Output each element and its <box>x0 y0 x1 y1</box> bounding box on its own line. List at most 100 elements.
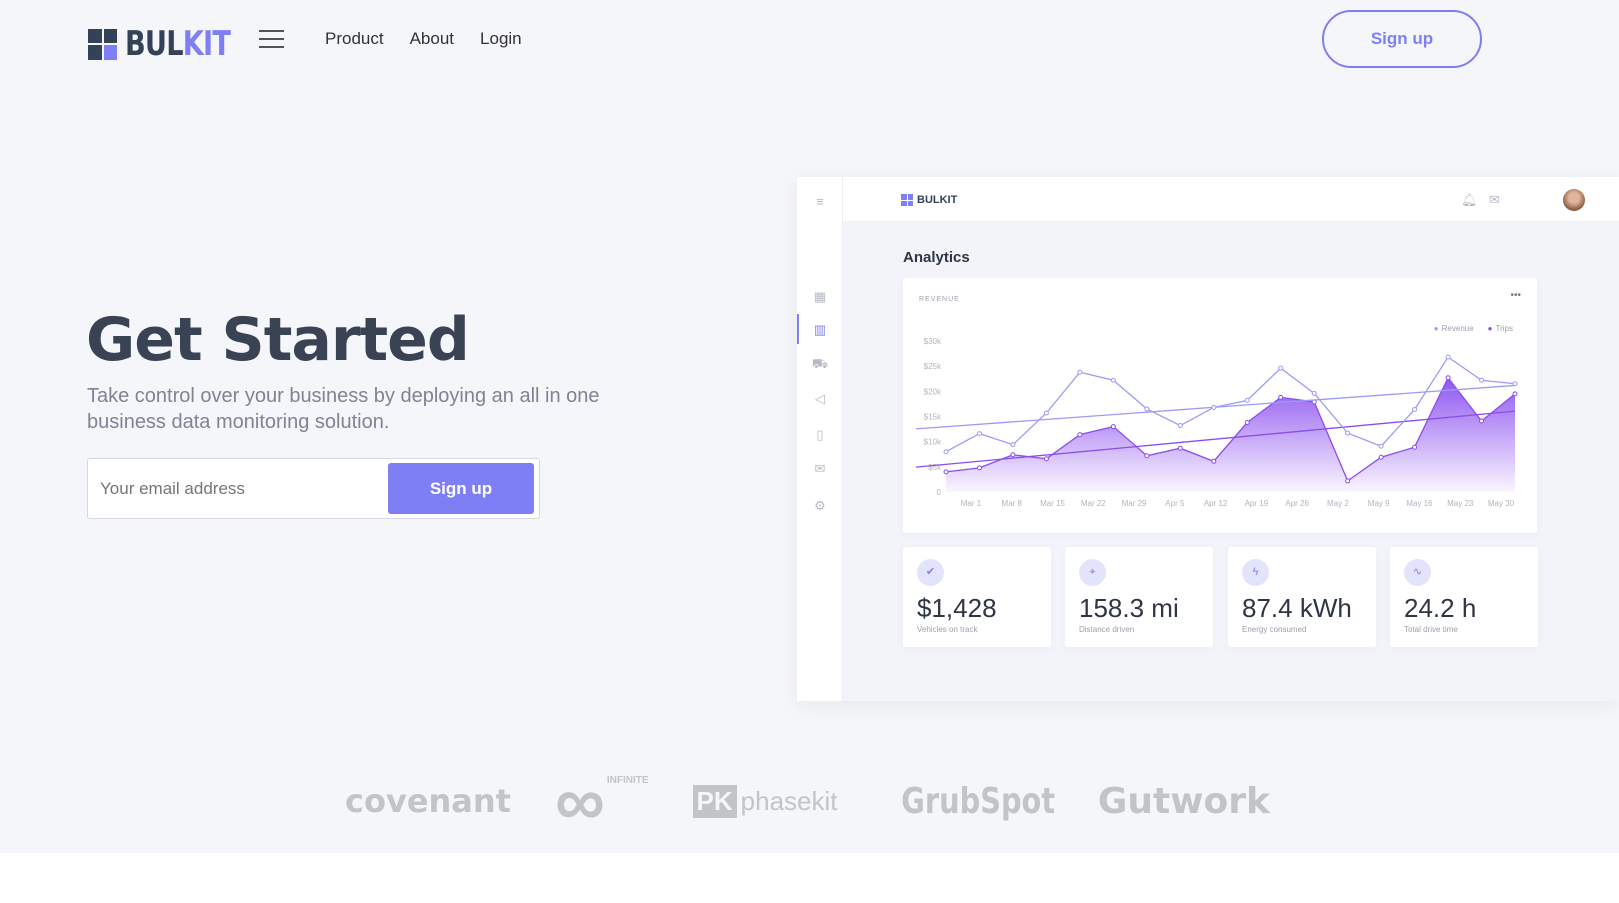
dashboard-logo: BULKIT <box>901 194 957 206</box>
nav-product[interactable]: Product <box>325 29 384 48</box>
x-tick-label: Mar 22 <box>1081 499 1106 508</box>
trips-line <box>945 376 1516 482</box>
trips-point <box>943 469 949 475</box>
revenue-point <box>1479 377 1485 383</box>
revenue-point <box>1378 443 1384 449</box>
x-tick-label: Mar 1 <box>961 499 982 508</box>
logo-mark-icon <box>88 28 117 60</box>
trips-point <box>1479 418 1485 424</box>
hero-signup-button[interactable]: Sign up <box>388 463 534 514</box>
hero-title: Get Started <box>86 305 470 375</box>
trips-point <box>1144 453 1150 459</box>
bar-chart-icon[interactable]: ▥ <box>813 322 827 337</box>
stat-label: Energy consumed <box>1242 625 1307 634</box>
legend-revenue: Revenue <box>1434 324 1474 333</box>
x-tick-label: Mar 8 <box>1002 499 1023 508</box>
mail-icon[interactable]: ✉ <box>1489 192 1500 207</box>
trips-point <box>1445 375 1451 381</box>
revenue-point <box>943 449 949 455</box>
trips-point <box>1110 424 1116 430</box>
x-tick-label: Apr 19 <box>1245 499 1269 508</box>
revenue-point <box>1345 430 1351 436</box>
signup-form: Sign up <box>87 458 540 519</box>
y-tick-label: $25k <box>924 362 942 371</box>
revenue-point <box>1311 390 1317 396</box>
gear-icon[interactable]: ⚙ <box>814 498 826 513</box>
map-icon[interactable]: ▯ <box>816 427 824 442</box>
hamburger-menu-icon[interactable] <box>259 30 284 48</box>
revenue-chart-card: REVENUE ••• Revenue Trips 0 $5k $10k $15k $2… <box>903 278 1537 533</box>
grid-icon[interactable]: ▦ <box>813 289 827 304</box>
trips-point <box>1177 445 1183 451</box>
check-icon: ✔ <box>917 559 944 586</box>
x-tick-label: May 16 <box>1406 499 1433 508</box>
stat-value: 87.4 kWh <box>1242 593 1352 623</box>
more-options-icon[interactable]: ••• <box>1510 290 1521 301</box>
x-tick-label: Apr 26 <box>1285 499 1309 508</box>
y-tick-label: $10k <box>924 438 942 447</box>
stat-card-drive-time: ∿ 24.2 h Total drive time <box>1390 547 1538 647</box>
revenue-chart: 0 $5k $10k $15k $20k $25k $30k Mar 1 Mar 8 Mar 15… <box>915 337 1518 508</box>
car-icon[interactable]: ⛟ <box>811 356 829 371</box>
revenue-point <box>1512 381 1518 387</box>
revenue-point <box>1445 354 1451 360</box>
hero-subtitle: Take control over your business by deplo… <box>87 385 600 433</box>
logo-infinite: ∞ INFINITE <box>554 762 649 840</box>
revenue-line <box>945 356 1516 453</box>
trips-point <box>1378 454 1384 460</box>
stat-value: 158.3 mi <box>1079 593 1179 623</box>
trips-point <box>1278 394 1284 400</box>
trips-point <box>976 465 982 471</box>
logo-grubspot: GrubSpot <box>900 780 1055 822</box>
x-tick-label: May 23 <box>1447 499 1474 508</box>
trips-area <box>946 377 1515 492</box>
trips-point <box>1345 478 1351 484</box>
trips-point <box>1512 391 1518 397</box>
stat-label: Vehicles on track <box>917 625 978 634</box>
chart-title: REVENUE <box>919 296 960 303</box>
nav-login[interactable]: Login <box>480 29 522 48</box>
mail-icon[interactable]: ✉ <box>814 461 826 476</box>
logo-covenant: covenant <box>345 782 511 820</box>
avatar[interactable] <box>1563 189 1585 211</box>
activity-icon: ∿ <box>1404 559 1431 586</box>
x-tick-label: Apr 5 <box>1165 499 1185 508</box>
map-pin-icon: ⌖ <box>1079 559 1106 586</box>
dashboard-topbar: BULKIT 🔔︎ ✉ <box>843 177 1619 221</box>
y-tick-label: 0 <box>937 488 942 497</box>
x-tick-label: May 2 <box>1327 499 1349 508</box>
trips-point <box>1077 432 1083 438</box>
y-tick-label: $20k <box>924 387 942 396</box>
trips-point <box>1010 452 1016 458</box>
logo-text: BULKIT <box>125 24 231 64</box>
revenue-point <box>1144 406 1150 412</box>
menu-icon[interactable]: ≡ <box>816 194 824 209</box>
trips-point <box>1244 420 1250 426</box>
revenue-point <box>1412 406 1418 412</box>
x-tick-label: May 9 <box>1368 499 1390 508</box>
analytics-title: Analytics <box>903 249 970 266</box>
x-tick-label: May 30 <box>1488 499 1515 508</box>
revenue-point <box>1010 442 1016 448</box>
infinity-icon: ∞ <box>554 762 605 840</box>
partner-logos: covenant ∞ INFINITE PK phasekit GrubSpot G… <box>345 762 1270 840</box>
stat-card-distance: ⌖ 158.3 mi Distance driven <box>1065 547 1213 647</box>
stat-card-energy: ϟ 87.4 kWh Energy consumed <box>1228 547 1376 647</box>
chart-legend: Revenue Trips <box>1434 324 1513 333</box>
dashboard-preview: ≡ ▦ ▥ ⛟ ◁ ▯ ✉ ⚙ BULKIT 🔔︎ ✉ Analytics RE… <box>797 177 1619 701</box>
revenue-point <box>1244 397 1250 403</box>
megaphone-icon[interactable]: ◁ <box>815 391 825 406</box>
header-signup-button[interactable]: Sign up <box>1322 10 1482 68</box>
logo[interactable]: BULKIT <box>88 24 256 64</box>
email-input[interactable] <box>100 473 370 505</box>
footer-strip <box>0 853 1619 903</box>
stat-value: 24.2 h <box>1404 593 1477 623</box>
logo-phasekit: PK phasekit <box>692 784 838 818</box>
pk-mark-icon: PK <box>692 784 737 818</box>
stat-label: Distance driven <box>1079 625 1135 634</box>
revenue-point <box>1278 365 1284 371</box>
x-tick-label: Mar 29 <box>1122 499 1147 508</box>
bell-icon[interactable]: 🔔︎ <box>1461 192 1478 207</box>
nav-about[interactable]: About <box>409 29 455 48</box>
revenue-point <box>1110 377 1116 383</box>
